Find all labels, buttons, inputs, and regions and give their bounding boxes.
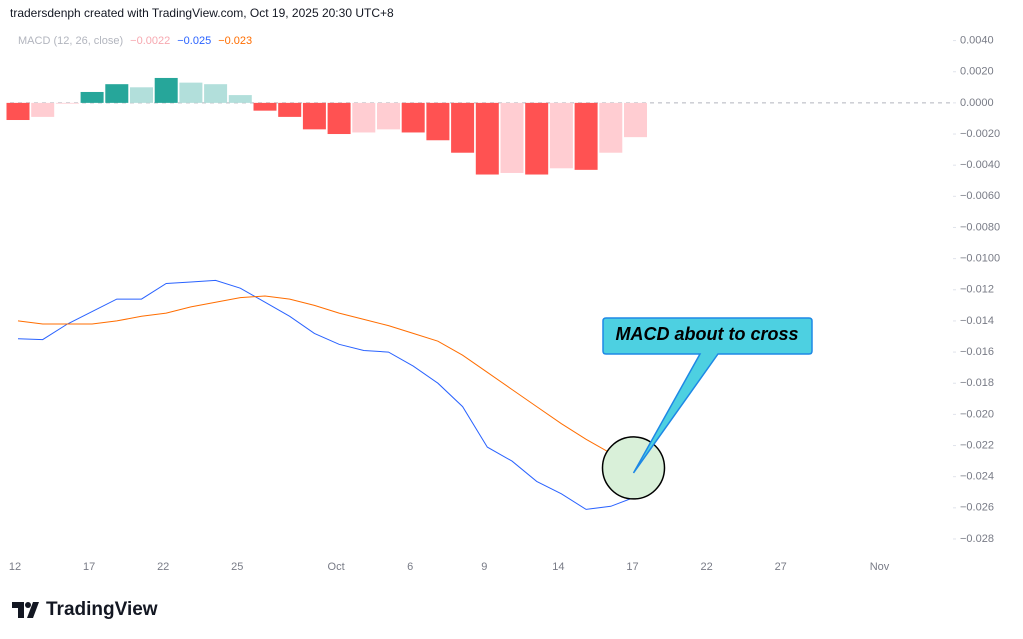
- histogram-bar: [253, 102, 277, 111]
- y-tick-label: −0.012: [960, 284, 994, 296]
- histogram-bar: [278, 102, 302, 117]
- histogram-bar: [31, 102, 55, 117]
- y-tick-label: −0.0040: [960, 159, 1000, 171]
- line-series: [17, 279, 636, 510]
- x-tick-label: 25: [231, 561, 243, 573]
- x-tick-label: 17: [83, 561, 95, 573]
- x-tick-label: 22: [700, 561, 712, 573]
- histogram-bar: [130, 87, 153, 103]
- histogram-bar: [401, 102, 425, 133]
- header: tradersdenph created with TradingView.co…: [10, 6, 394, 20]
- callout: [602, 317, 813, 474]
- y-tick-label: −0.016: [960, 346, 994, 358]
- line-series: [17, 295, 636, 465]
- histogram-bar: [500, 102, 524, 173]
- y-tick-label: 0.0020: [960, 66, 994, 78]
- x-tick-label: Oct: [328, 561, 345, 573]
- histogram-bar: [549, 102, 573, 169]
- histogram-bar: [80, 91, 104, 103]
- histogram-bar: [105, 84, 129, 103]
- footer-brand: TradingView: [46, 599, 158, 620]
- x-tick-label: 12: [9, 561, 21, 573]
- y-tick-label: −0.028: [960, 533, 994, 545]
- legend-value: −0.025: [177, 35, 211, 47]
- legend-value: −0.0022: [130, 35, 170, 47]
- y-tick-label: 0.0000: [960, 97, 994, 109]
- histogram-bar: [451, 102, 475, 153]
- histogram-bar: [204, 84, 228, 103]
- highlight-circle: [601, 436, 666, 500]
- callout-text: MACD about to cross: [615, 324, 798, 344]
- legend-title: MACD (12, 26, close): [18, 35, 123, 47]
- y-tick-label: −0.022: [960, 439, 994, 451]
- y-tick-label: −0.0020: [960, 128, 1000, 140]
- x-tick-label: 9: [481, 561, 487, 573]
- histogram-bar: [475, 102, 499, 175]
- y-tick-label: 0.0040: [960, 34, 994, 46]
- x-tick-label: 6: [407, 561, 413, 573]
- legend-value: −0.023: [218, 35, 252, 47]
- histogram-bar: [55, 102, 79, 104]
- x-tick-label: Nov: [870, 561, 890, 573]
- histogram-bar: [352, 102, 376, 133]
- histogram-bar: [154, 77, 178, 103]
- histogram-bar: [302, 102, 326, 130]
- histogram-bar: [327, 102, 351, 135]
- x-tick-label: 27: [775, 561, 787, 573]
- x-tick-label: 17: [626, 561, 638, 573]
- x-tick-label: 22: [157, 561, 169, 573]
- y-tick-label: −0.0080: [960, 221, 1000, 233]
- histogram-bar: [6, 102, 30, 121]
- histogram-bar: [624, 102, 647, 138]
- y-tick-label: −0.0060: [960, 190, 1000, 202]
- histogram-bar: [179, 82, 203, 103]
- y-tick-label: −0.020: [960, 408, 994, 420]
- histogram-bar: [228, 95, 252, 103]
- y-tick-label: −0.018: [960, 377, 994, 389]
- histogram-bar: [599, 102, 623, 153]
- histogram-bar: [574, 102, 598, 170]
- y-tick-label: −0.026: [960, 502, 994, 514]
- y-tick-label: −0.0100: [960, 253, 1000, 265]
- footer-logo: [12, 602, 39, 618]
- y-tick-label: −0.014: [960, 315, 994, 327]
- histogram-bar: [426, 102, 450, 141]
- histogram-bar: [377, 102, 400, 130]
- y-tick-label: −0.024: [960, 471, 994, 483]
- histogram-bar: [525, 102, 549, 175]
- x-tick-label: 14: [552, 561, 564, 573]
